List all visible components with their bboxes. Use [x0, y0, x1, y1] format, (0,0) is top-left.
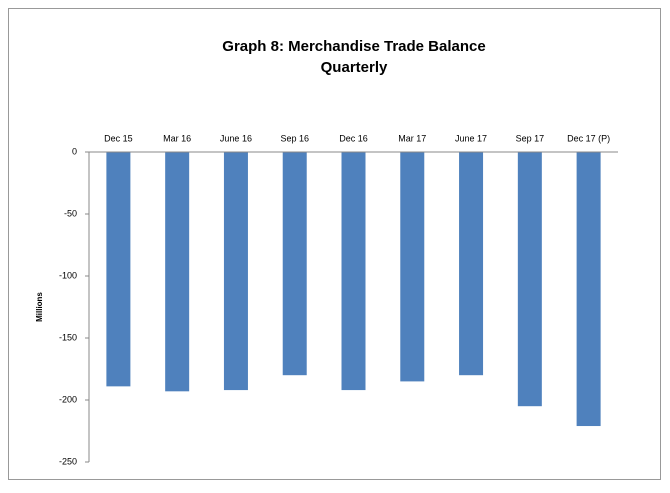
chart-title: Graph 8: Merchandise Trade Balance [222, 38, 485, 55]
bar [517, 152, 542, 407]
y-tick-label: 0 [72, 146, 77, 156]
x-tick-label: Dec 15 [104, 133, 133, 143]
x-tick-label: Sep 16 [280, 133, 309, 143]
bar [341, 152, 366, 391]
y-tick-label: -50 [64, 208, 77, 218]
x-tick-label: Sep 17 [516, 133, 545, 143]
bar [165, 152, 190, 392]
x-tick-label: Mar 17 [398, 133, 426, 143]
bar [282, 152, 307, 376]
x-tick-label: Mar 16 [163, 133, 191, 143]
x-tick-label: Dec 16 [339, 133, 368, 143]
y-tick-label: -100 [59, 270, 77, 280]
bar [576, 152, 601, 427]
bar [400, 152, 425, 382]
chart-subtitle: Quarterly [321, 59, 388, 76]
x-tick-label: June 17 [455, 133, 487, 143]
y-tick-label: -200 [59, 394, 77, 404]
y-tick-label: -150 [59, 332, 77, 342]
y-axis-label: Millions [35, 292, 44, 322]
bar [459, 152, 484, 376]
bar [223, 152, 248, 391]
chart-border [8, 8, 661, 480]
y-tick-label: -250 [59, 456, 77, 466]
bar [106, 152, 131, 387]
x-tick-label: Dec 17 (P) [567, 133, 610, 143]
x-tick-label: June 16 [220, 133, 252, 143]
